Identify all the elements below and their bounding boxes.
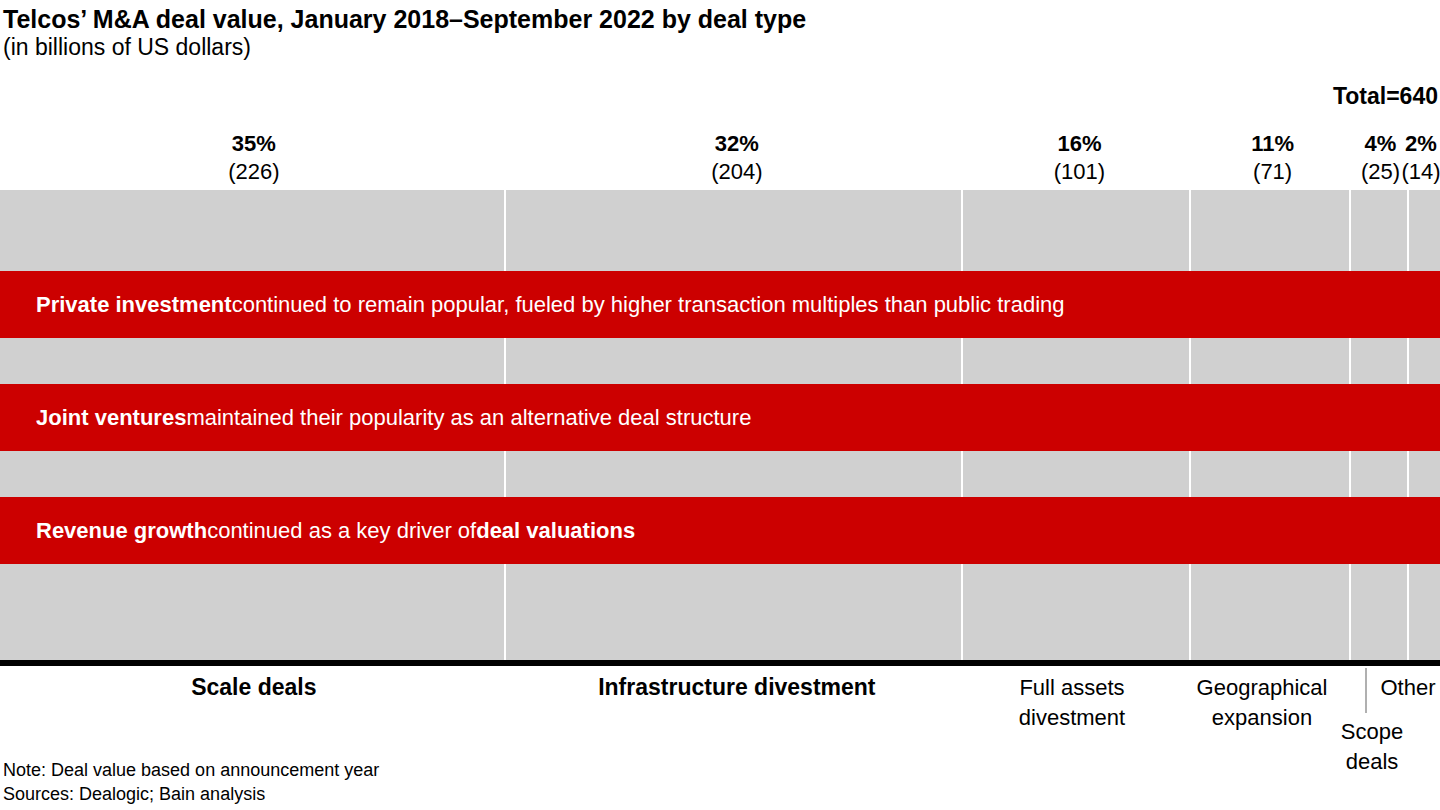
annotation-band-2: Joint ventures maintained their populari… xyxy=(0,384,1440,451)
annotation-text-segment: Private investment xyxy=(36,292,232,318)
absolute-value: (14) xyxy=(1401,158,1440,186)
percent-value: 35% xyxy=(228,130,279,158)
total-label: Total=640 xyxy=(1333,83,1438,110)
chart-page: Telcos’ M&A deal value, January 2018–Sep… xyxy=(0,0,1440,810)
sources-text: Sources: Dealogic; Bain analysis xyxy=(3,784,265,805)
axis-label-scale-deals: Scale deals xyxy=(191,672,316,702)
annotation-text-segment: deal valuations xyxy=(476,518,635,544)
annotation-text-segment: continued to remain popular, fueled by h… xyxy=(232,292,1065,318)
percent-value: 2% xyxy=(1401,130,1440,158)
axis-label-scope-deals: Scope deals xyxy=(1322,717,1422,777)
percent-value: 11% xyxy=(1251,130,1294,158)
chart-subtitle: (in billions of US dollars) xyxy=(3,34,251,61)
absolute-value: (25) xyxy=(1361,158,1400,186)
axis-label-infrastructure-divestment: Infrastructure divestment xyxy=(598,672,875,702)
axis-label-other: Other xyxy=(1363,673,1440,703)
chart-title: Telcos’ M&A deal value, January 2018–Sep… xyxy=(3,5,806,34)
note-text: Note: Deal value based on announcement y… xyxy=(3,760,379,781)
annotation-band-3: Revenue growth continued as a key driver… xyxy=(0,497,1440,564)
percent-label-geographical-expansion: 11%(71) xyxy=(1251,130,1294,186)
percent-label-scope-deals: 4%(25) xyxy=(1361,130,1400,186)
axis-divider-line xyxy=(1365,668,1367,713)
absolute-value: (71) xyxy=(1251,158,1294,186)
mekko-chart: Private investment continued to remain p… xyxy=(0,190,1440,660)
absolute-value: (204) xyxy=(711,158,762,186)
percent-label-other: 2%(14) xyxy=(1401,130,1440,186)
absolute-value: (101) xyxy=(1054,158,1105,186)
annotation-text-segment: maintained their popularity as an altern… xyxy=(186,405,751,431)
percent-value: 32% xyxy=(711,130,762,158)
percent-label-full-assets-divestment: 16%(101) xyxy=(1054,130,1105,186)
annotation-text-segment: Revenue growth xyxy=(36,518,207,544)
percent-value: 4% xyxy=(1361,130,1400,158)
percent-value: 16% xyxy=(1054,130,1105,158)
percent-label-infrastructure-divestment: 32%(204) xyxy=(711,130,762,186)
annotation-text-segment: continued as a key driver of xyxy=(207,518,476,544)
percent-label-scale-deals: 35%(226) xyxy=(228,130,279,186)
annotation-band-1: Private investment continued to remain p… xyxy=(0,271,1440,338)
axis-label-full-assets-divestment: Full assets divestment xyxy=(987,673,1157,733)
x-axis-baseline xyxy=(0,660,1440,666)
annotation-text-segment: Joint ventures xyxy=(36,405,186,431)
absolute-value: (226) xyxy=(228,158,279,186)
